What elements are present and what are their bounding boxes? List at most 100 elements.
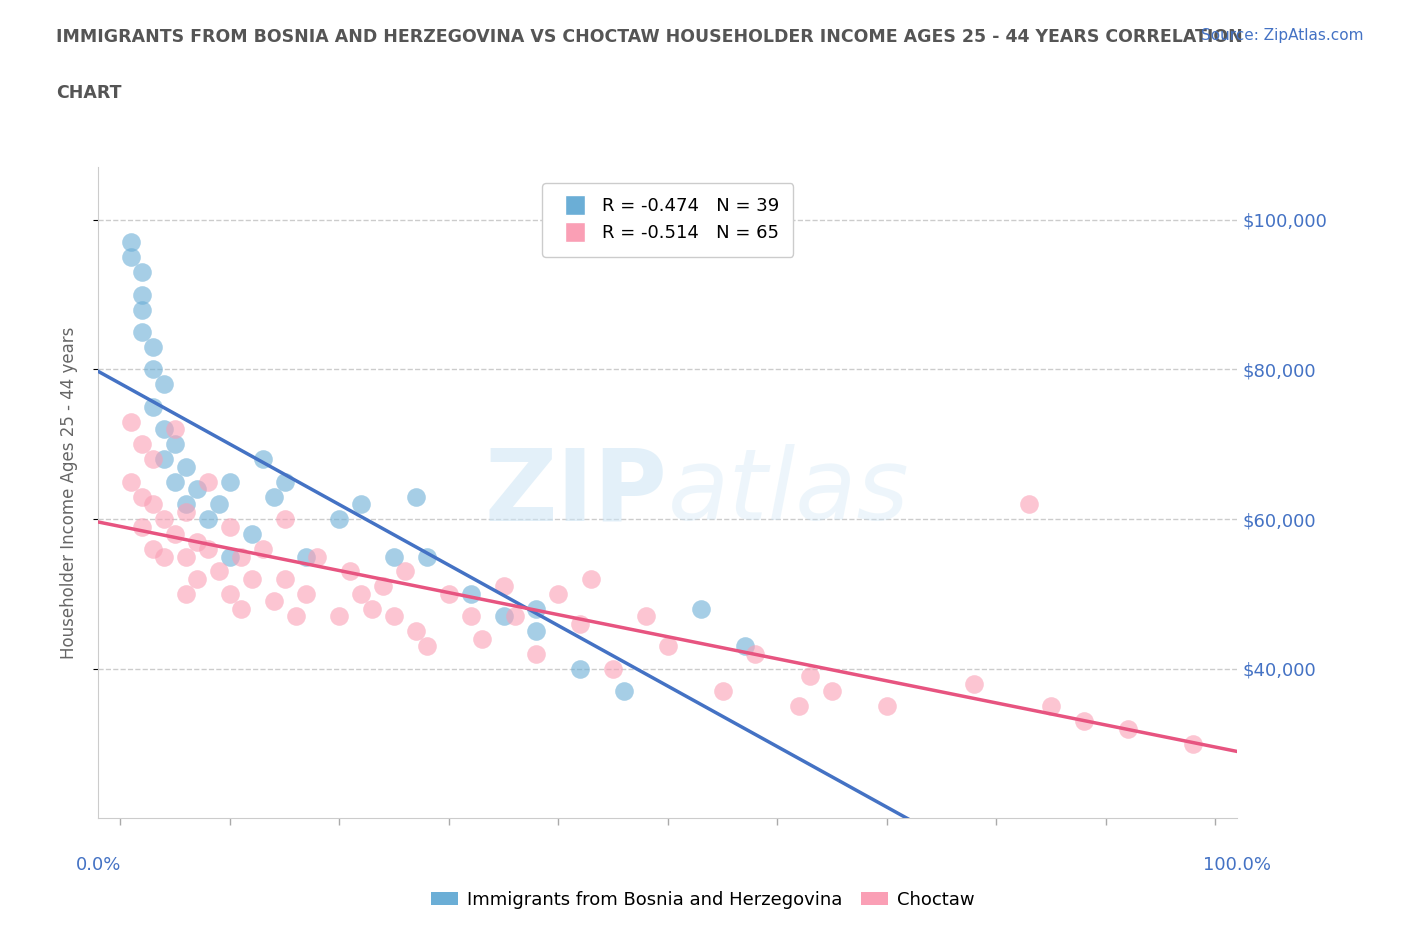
Point [471, 631, 494, 646]
Point [1182, 737, 1205, 751]
Point [142, 541, 165, 556]
Point [165, 474, 187, 489]
Point [240, 526, 263, 541]
Point [526, 624, 548, 639]
Point [569, 617, 592, 631]
Point [120, 415, 142, 430]
Point [252, 452, 274, 467]
Point [263, 594, 285, 609]
Point [328, 512, 350, 526]
Point [382, 549, 405, 564]
Text: CHART: CHART [56, 84, 122, 101]
Point [1116, 721, 1139, 736]
Point [142, 452, 165, 467]
Point [218, 519, 240, 534]
Point [197, 541, 219, 556]
Point [218, 549, 240, 564]
Point [460, 609, 482, 624]
Point [657, 639, 679, 654]
Y-axis label: Householder Income Ages 25 - 44 years: Householder Income Ages 25 - 44 years [59, 326, 77, 659]
Point [307, 549, 329, 564]
Point [131, 489, 153, 504]
Point [602, 661, 624, 676]
Legend: R = -0.474   N = 39, R = -0.514   N = 65: R = -0.474 N = 39, R = -0.514 N = 65 [543, 183, 793, 257]
Point [165, 437, 187, 452]
Point [394, 564, 416, 578]
Point [165, 422, 187, 437]
Point [174, 549, 197, 564]
Point [284, 609, 307, 624]
Point [229, 602, 252, 617]
Point [328, 609, 350, 624]
Point [339, 564, 361, 578]
Point [174, 497, 197, 512]
Point [153, 422, 176, 437]
Point [120, 234, 142, 249]
Point [142, 339, 165, 354]
Point [174, 504, 197, 519]
Point [361, 602, 384, 617]
Point [744, 646, 766, 661]
Point [240, 572, 263, 587]
Point [526, 602, 548, 617]
Legend: Immigrants from Bosnia and Herzegovina, Choctaw: Immigrants from Bosnia and Herzegovina, … [425, 884, 981, 916]
Point [218, 587, 240, 602]
Point [350, 587, 373, 602]
Point [142, 362, 165, 377]
Point [263, 489, 285, 504]
Point [526, 646, 548, 661]
Point [295, 587, 318, 602]
Point [787, 698, 810, 713]
Point [634, 609, 657, 624]
Point [689, 602, 711, 617]
Point [416, 639, 439, 654]
Point [131, 265, 153, 280]
Point [153, 377, 176, 392]
Point [197, 474, 219, 489]
Point [208, 564, 231, 578]
Text: atlas: atlas [668, 445, 910, 541]
Point [963, 676, 986, 691]
Point [273, 474, 295, 489]
Point [371, 579, 394, 594]
Point [799, 669, 821, 684]
Point [1018, 497, 1040, 512]
Point [503, 609, 526, 624]
Point [295, 549, 318, 564]
Point [174, 587, 197, 602]
Point [350, 497, 373, 512]
Point [120, 474, 142, 489]
Point [1040, 698, 1063, 713]
Point [131, 519, 153, 534]
Text: 0.0%: 0.0% [76, 856, 121, 873]
Point [153, 549, 176, 564]
Point [229, 549, 252, 564]
Point [131, 325, 153, 339]
Point [405, 489, 427, 504]
Point [437, 587, 460, 602]
Point [165, 526, 187, 541]
Point [416, 549, 439, 564]
Point [131, 302, 153, 317]
Point [460, 587, 482, 602]
Point [142, 399, 165, 414]
Point [382, 609, 405, 624]
Point [547, 587, 569, 602]
Point [876, 698, 898, 713]
Point [174, 459, 197, 474]
Point [405, 624, 427, 639]
Point [579, 572, 602, 587]
Point [273, 512, 295, 526]
Point [197, 512, 219, 526]
Point [492, 609, 515, 624]
Point [131, 437, 153, 452]
Point [711, 684, 734, 698]
Point [569, 661, 592, 676]
Point [186, 534, 208, 549]
Point [153, 512, 176, 526]
Point [492, 579, 515, 594]
Point [208, 497, 231, 512]
Point [273, 572, 295, 587]
Point [131, 287, 153, 302]
Point [142, 497, 165, 512]
